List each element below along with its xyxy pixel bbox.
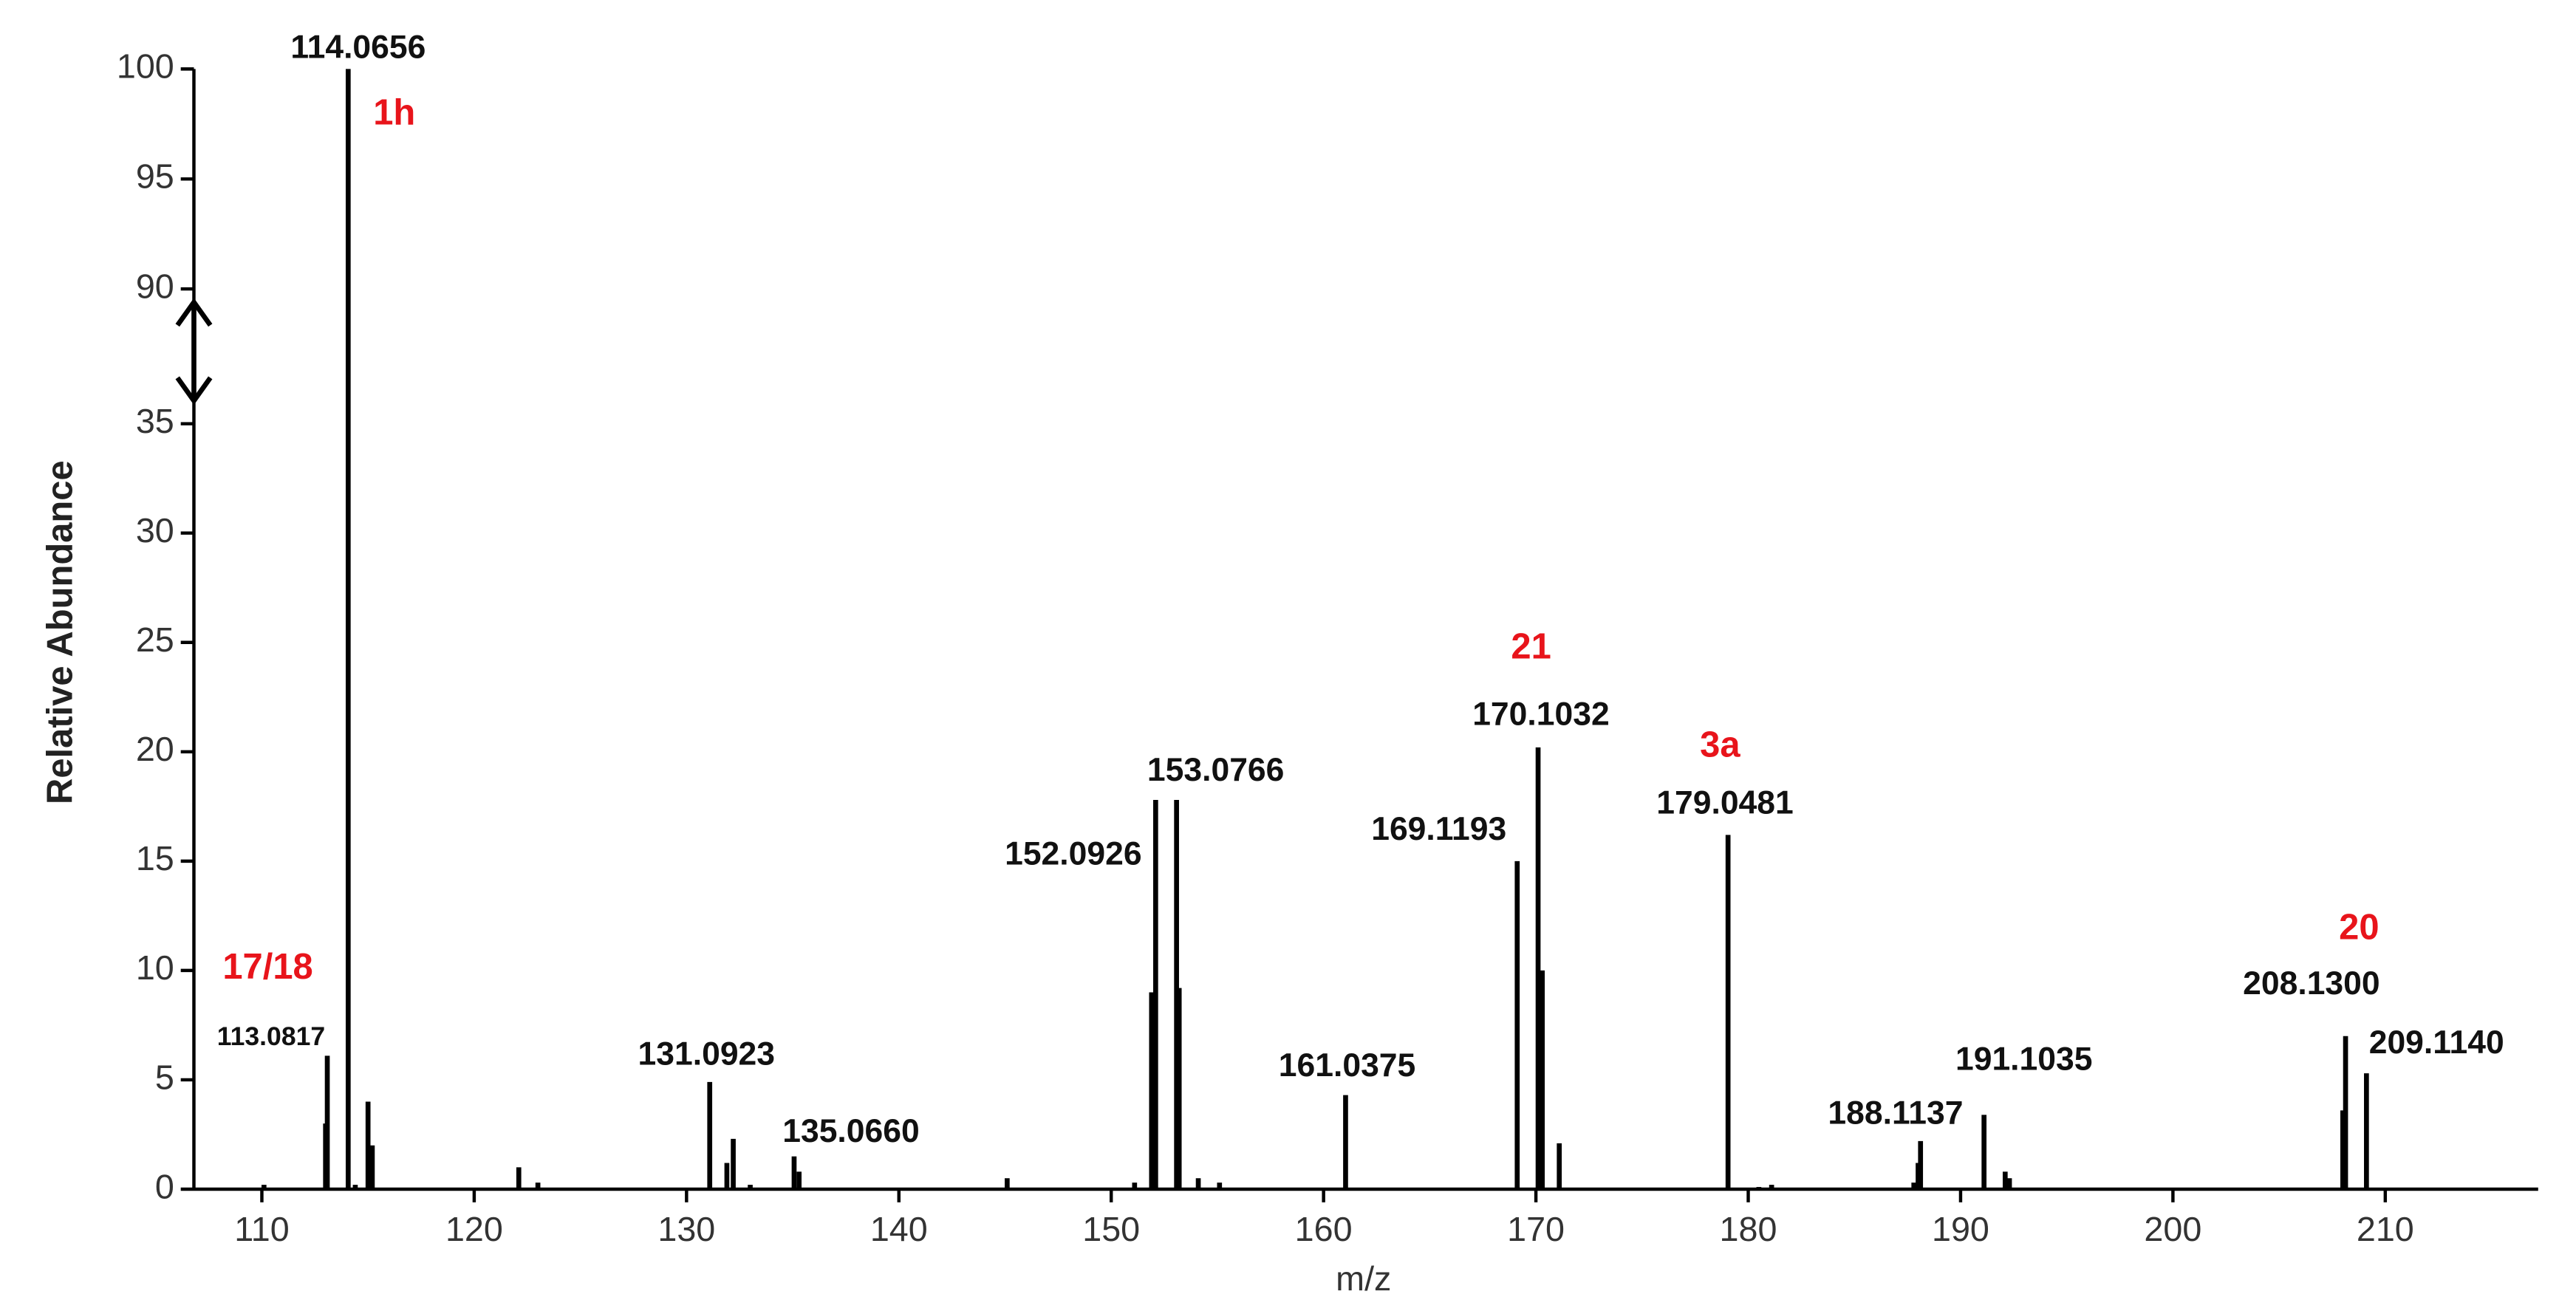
peak-label: 161.0375: [1279, 1047, 1415, 1084]
y-axis-label: Relative Abundance: [41, 460, 81, 804]
peak-label: 131.0923: [638, 1036, 775, 1072]
peak-label: 153.0766: [1147, 752, 1284, 788]
peak-label: 113.0817: [217, 1022, 325, 1051]
peak-label: 208.1300: [2243, 965, 2379, 1002]
x-tick-label: 160: [1295, 1210, 1353, 1248]
compound-label: 20: [2339, 908, 2379, 948]
y-tick-label: 95: [136, 157, 174, 196]
compound-label: 3a: [1700, 725, 1740, 765]
y-tick-label: 100: [117, 47, 174, 86]
y-tick-label: 90: [136, 267, 174, 306]
x-tick-label: 170: [1507, 1210, 1565, 1248]
peak-label: 191.1035: [1955, 1041, 2092, 1077]
x-tick-label: 120: [445, 1210, 503, 1248]
y-tick-label: 15: [136, 839, 174, 877]
peak-label: 152.0926: [1005, 835, 1141, 872]
compound-label: 17/18: [222, 947, 312, 987]
x-tick-label: 110: [234, 1210, 289, 1248]
y-tick-label: 35: [136, 402, 174, 440]
y-tick-label: 20: [136, 730, 174, 768]
y-tick-label: 10: [136, 948, 174, 987]
peak-label: 135.0660: [782, 1113, 919, 1149]
axis-break: [175, 298, 213, 406]
x-tick-label: 130: [657, 1210, 715, 1248]
x-tick-label: 180: [1720, 1210, 1777, 1248]
peak-label: 169.1193: [1371, 811, 1506, 847]
x-tick-label: 150: [1082, 1210, 1140, 1248]
y-tick-label: 0: [155, 1167, 174, 1205]
y-tick-label: 25: [136, 620, 174, 659]
peak-label: 209.1140: [2369, 1024, 2504, 1061]
x-tick-label: 140: [870, 1210, 928, 1248]
peak-label: 188.1137: [1828, 1095, 1963, 1132]
x-tick-label: 190: [1932, 1210, 1989, 1248]
y-tick-label: 5: [155, 1058, 174, 1096]
x-tick-label: 210: [2357, 1210, 2414, 1248]
compound-label: 1h: [373, 93, 415, 133]
x-axis-label: m/z: [1336, 1259, 1391, 1298]
compound-label: 21: [1511, 626, 1551, 666]
y-tick-label: 30: [136, 511, 174, 550]
peak-label: 170.1032: [1472, 696, 1609, 732]
peak-label: 114.0656: [290, 29, 426, 65]
x-tick-label: 200: [2144, 1210, 2201, 1248]
peak-label: 179.0481: [1656, 784, 1793, 821]
